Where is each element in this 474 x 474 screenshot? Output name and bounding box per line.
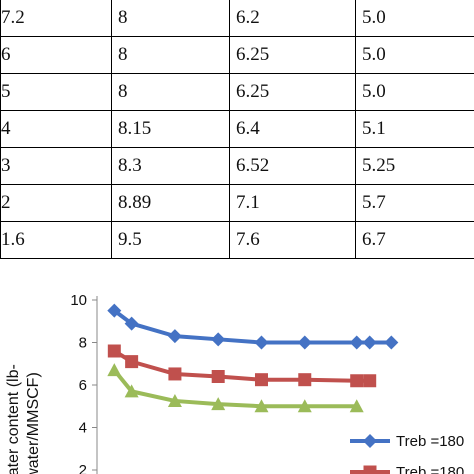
y-tick-label: 6 <box>79 377 87 394</box>
data-point-triangle <box>349 399 364 413</box>
series-line <box>113 349 370 383</box>
table-cell: 8 <box>111 73 230 111</box>
table-cell: 6.4 <box>229 110 356 148</box>
series-line <box>113 309 392 345</box>
data-point-diamond <box>167 329 182 344</box>
chart-series <box>107 303 399 413</box>
table-cell: 6.52 <box>229 147 356 185</box>
data-point-square <box>254 373 268 387</box>
data-point-square <box>211 370 225 383</box>
table-cell: 8 <box>111 0 230 37</box>
table-row: 3 8.3 6.52 5.25 <box>0 147 474 185</box>
data-point-square <box>298 373 312 387</box>
table-cell: 5.0 <box>355 73 474 111</box>
data-point-triangle <box>297 399 312 413</box>
table-cell: 6.7 <box>355 221 474 259</box>
y-tick-label: 8 <box>79 335 87 352</box>
data-point-diamond <box>363 434 377 448</box>
data-point-square <box>107 344 121 358</box>
data-point-triangle <box>167 393 182 407</box>
series-2 <box>107 344 377 388</box>
legend-entry: Treb =180 <box>350 464 464 474</box>
series-3 <box>107 363 364 413</box>
y-tick-label: 2 <box>79 462 87 474</box>
data-point-diamond <box>107 303 122 318</box>
table-cell: 3 <box>0 147 112 185</box>
table-row: 7.2 8 6.2 5.0 <box>0 0 474 37</box>
data-point-diamond <box>211 332 226 347</box>
table-cell: 5.7 <box>355 184 474 222</box>
table-cell: 8.89 <box>111 184 230 222</box>
chart-axes: 2 4 6 8 10 <box>70 292 98 474</box>
table-cell: 4 <box>0 110 112 148</box>
data-point-square <box>168 367 182 381</box>
data-point-square <box>363 374 377 388</box>
table-cell: 7.1 <box>229 184 356 222</box>
data-point-triangle <box>124 384 139 398</box>
series-line <box>112 368 357 409</box>
table-row: 2 8.89 7.1 5.7 <box>0 184 474 222</box>
y-tick-label: 4 <box>79 420 87 437</box>
table-cell: 5.25 <box>355 147 474 185</box>
table-row: 6 8 6.25 5.0 <box>0 36 474 74</box>
data-point-triangle <box>211 397 226 411</box>
chart-legend: Treb =180 Treb =180 <box>350 433 464 474</box>
table-row: 1.6 9.5 7.6 6.7 <box>0 221 474 259</box>
data-point-diamond <box>384 335 399 350</box>
data-point-diamond <box>297 335 312 350</box>
table-cell: 2 <box>0 184 112 222</box>
table-cell: 7.6 <box>229 221 356 259</box>
y-axis-title-line2: water/MMSCF) <box>25 372 42 474</box>
table-cell: 5.0 <box>355 36 474 74</box>
table-cell: 5.0 <box>355 0 474 37</box>
data-point-square <box>125 355 139 369</box>
table-row: 5 8 6.25 5.0 <box>0 73 474 111</box>
data-point-diamond <box>124 316 139 331</box>
table-cell: 6.25 <box>229 36 356 74</box>
legend-entry: Treb =180 <box>350 433 464 450</box>
water-content-chart: 2 4 6 8 10 Treb =180 Treb =180 water content … <box>5 292 464 474</box>
series-1 <box>107 303 399 350</box>
table-cell: 6.2 <box>229 0 356 37</box>
table-row: 4 8.15 6.4 5.1 <box>0 110 474 148</box>
table-cell: 6 <box>0 36 112 74</box>
legend-label: Treb =180 <box>396 433 464 450</box>
table-cell: 8.15 <box>111 110 230 148</box>
data-point-diamond <box>349 335 364 350</box>
table-cell: 5 <box>0 73 112 111</box>
data-point-diamond <box>362 335 377 350</box>
data-point-square <box>363 465 377 474</box>
legend-label: Treb =180 <box>396 464 464 474</box>
data-table: 7.2 8 6.2 5.0 6 8 6.25 5.0 5 8 6.25 5.0 4 8.15 6.4 5.1 3… <box>0 0 474 259</box>
table-cell: 1.6 <box>0 221 112 259</box>
table-cell: 9.5 <box>111 221 230 259</box>
data-point-square <box>350 374 364 388</box>
data-point-diamond <box>254 335 269 350</box>
y-tick-label: 10 <box>70 292 87 309</box>
y-axis-title-line1: water content (lb- <box>5 364 22 474</box>
table-cell: 5.1 <box>355 110 474 148</box>
table-cell: 7.2 <box>0 0 112 37</box>
data-point-triangle <box>254 399 269 413</box>
table-cell: 8.3 <box>111 147 230 185</box>
table-cell: 8 <box>111 36 230 74</box>
data-point-triangle <box>107 363 122 377</box>
table-cell: 6.25 <box>229 73 356 111</box>
